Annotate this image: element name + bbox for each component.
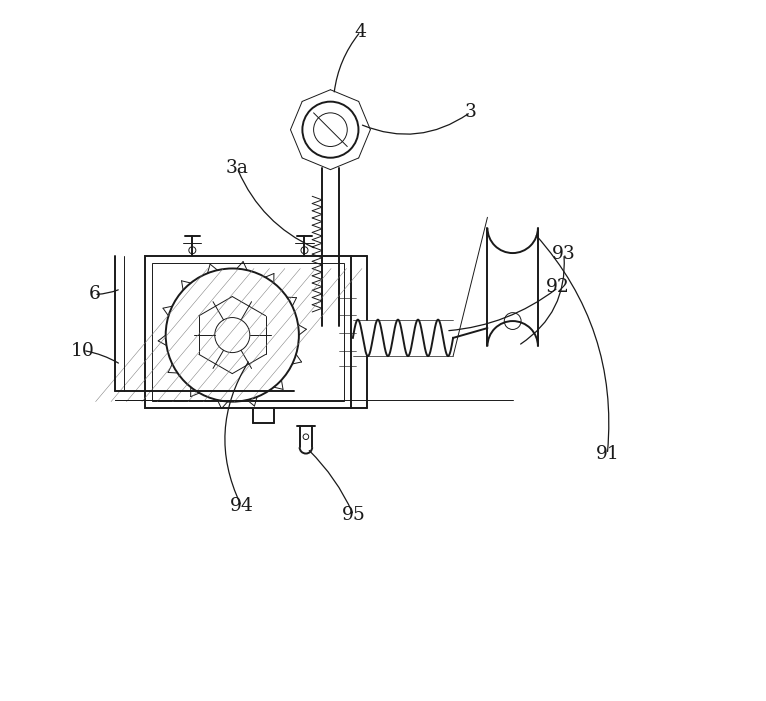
Bar xyxy=(145,256,352,408)
Text: 3a: 3a xyxy=(226,159,249,177)
Text: 3: 3 xyxy=(465,103,476,121)
Text: 91: 91 xyxy=(595,445,619,463)
Bar xyxy=(152,263,345,401)
Text: 94: 94 xyxy=(230,497,254,515)
Text: 92: 92 xyxy=(546,278,570,297)
Text: 10: 10 xyxy=(71,341,95,360)
Text: 95: 95 xyxy=(342,506,365,524)
Text: 4: 4 xyxy=(355,22,367,41)
Text: 93: 93 xyxy=(552,245,576,263)
Text: 6: 6 xyxy=(88,285,100,304)
